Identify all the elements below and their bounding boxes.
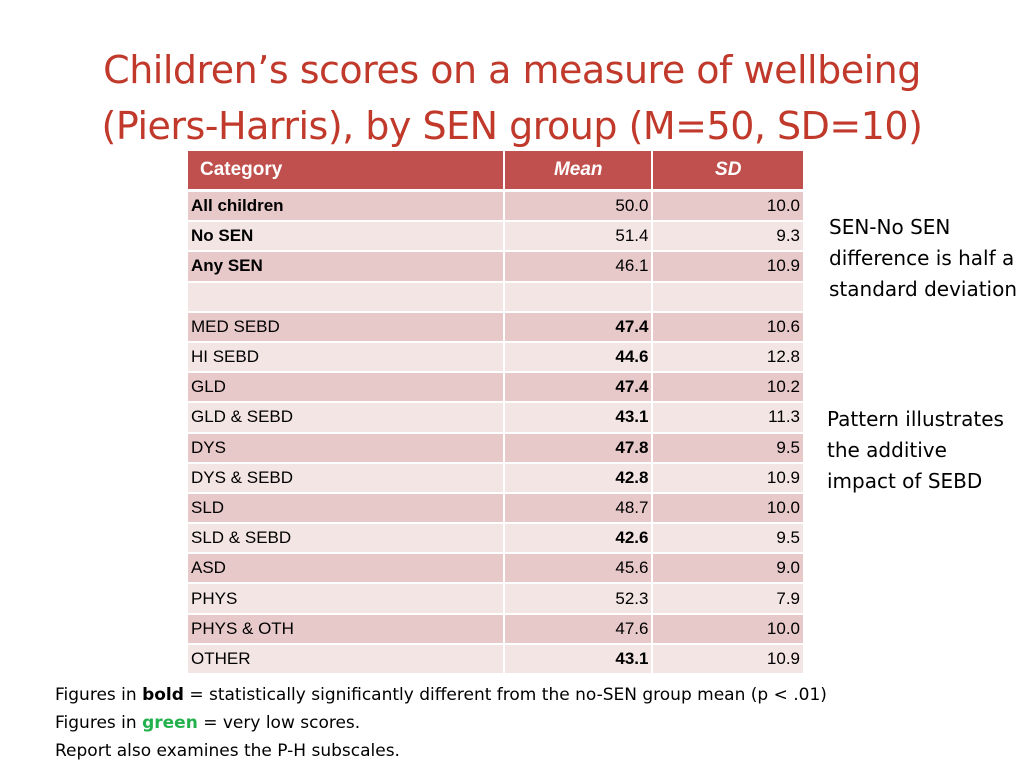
wellbeing-scores-table: Category Mean SD All children 50.0 10.0 … — [188, 151, 803, 676]
row-category: SLD — [188, 492, 506, 525]
footnote-bold: Figures in bold = statistically signific… — [55, 681, 1015, 709]
row-mean-significant: 47.4 — [504, 372, 654, 404]
table-row: OTHER 43.1 10.9 — [188, 643, 803, 676]
row-category: PHYS & OTH — [188, 613, 506, 645]
table-row: Any SEN 46.1 10.9 — [188, 251, 803, 283]
row-sd: 9.0 — [652, 553, 803, 585]
table-row: PHYS 52.3 7.9 — [188, 583, 803, 615]
title-line-1: Children’s scores on a measure of wellbe… — [103, 48, 921, 92]
row-mean-very-low: 42.6 — [504, 523, 654, 555]
row-category: PHYS — [188, 583, 506, 615]
row-sd: 10.0 — [652, 190, 803, 223]
row-sd: 12.8 — [652, 341, 803, 374]
footnote-subscales: Report also examines the P-H subscales. — [55, 741, 400, 761]
row-category: GLD — [188, 372, 506, 404]
additive-pattern-note: Pattern illustrates the additive impact … — [827, 407, 1004, 493]
row-mean-significant: 47.8 — [504, 432, 654, 464]
row-sd: 10.6 — [652, 311, 803, 343]
row-sd: 9.3 — [652, 221, 803, 253]
row-mean-very-low: 43.1 — [504, 643, 654, 676]
row-category: All children — [188, 190, 506, 223]
table-row: PHYS & OTH 47.6 10.0 — [188, 613, 803, 645]
table-row-spacer — [188, 281, 803, 313]
row-mean-very-low: 43.1 — [504, 402, 654, 434]
row-mean: 46.1 — [504, 251, 654, 283]
table-row: GLD & SEBD 43.1 11.3 — [188, 402, 803, 434]
table-row: DYS & SEBD 42.8 10.9 — [188, 462, 803, 494]
footnote-green: Figures in green = very low scores. — [55, 709, 1015, 737]
footnote-bold-word: bold — [142, 685, 184, 705]
row-category: DYS & SEBD — [188, 462, 506, 494]
row-mean: 51.4 — [504, 221, 654, 253]
row-sd: 10.0 — [652, 492, 803, 525]
row-mean: 47.6 — [504, 613, 654, 645]
row-sd: 10.9 — [652, 643, 803, 676]
footnote-green-word: green — [142, 713, 198, 733]
footnotes: Figures in bold = statistically signific… — [55, 681, 1015, 765]
table-row: DYS 47.8 9.5 — [188, 432, 803, 464]
row-sd: 9.5 — [652, 523, 803, 555]
table-row: No SEN 51.4 9.3 — [188, 221, 803, 253]
table-header-row: Category Mean SD — [188, 151, 803, 192]
sen-difference-note: SEN-No SEN difference is half a standard… — [829, 215, 1018, 301]
header-sd: SD — [652, 151, 803, 192]
table-row: SLD & SEBD 42.6 9.5 — [188, 523, 803, 555]
row-sd: 11.3 — [652, 402, 803, 434]
title-line-2: (Piers-Harris), by SEN group (M=50, SD=1… — [101, 104, 923, 148]
row-mean: 48.7 — [504, 492, 654, 525]
table-row: GLD 47.4 10.2 — [188, 372, 803, 404]
row-mean — [504, 281, 654, 313]
header-category: Category — [188, 151, 506, 192]
footnote-green-suffix: = very low scores. — [197, 713, 361, 733]
table-row: SLD 48.7 10.0 — [188, 492, 803, 525]
footnote-green-prefix: Figures in — [55, 713, 143, 733]
row-category: Any SEN — [188, 251, 506, 283]
row-category: SLD & SEBD — [188, 523, 506, 555]
row-category: MED SEBD — [188, 311, 506, 343]
table-row: All children 50.0 10.0 — [188, 190, 803, 223]
row-category: No SEN — [188, 221, 506, 253]
row-mean-significant: 44.6 — [504, 341, 654, 374]
row-category: ASD — [188, 553, 506, 585]
table-row: HI SEBD 44.6 12.8 — [188, 341, 803, 374]
footnote-bold-suffix: = statistically significantly different … — [183, 685, 827, 705]
header-mean: Mean — [504, 151, 654, 192]
row-mean: 45.6 — [504, 553, 654, 585]
row-mean-significant: 47.4 — [504, 311, 654, 343]
row-sd — [652, 281, 803, 313]
row-mean: 50.0 — [504, 190, 654, 223]
row-sd: 10.9 — [652, 462, 803, 494]
row-category — [188, 281, 506, 313]
row-sd: 9.5 — [652, 432, 803, 464]
row-category: DYS — [188, 432, 506, 464]
row-sd: 10.9 — [652, 251, 803, 283]
row-sd: 7.9 — [652, 583, 803, 615]
row-sd: 10.0 — [652, 613, 803, 645]
row-mean: 52.3 — [504, 583, 654, 615]
row-mean-very-low: 42.8 — [504, 462, 654, 494]
row-sd: 10.2 — [652, 372, 803, 404]
row-category: OTHER — [188, 643, 506, 676]
table-row: ASD 45.6 9.0 — [188, 553, 803, 585]
row-category: HI SEBD — [188, 341, 506, 374]
footnote-bold-prefix: Figures in — [55, 685, 143, 705]
table-row: MED SEBD 47.4 10.6 — [188, 311, 803, 343]
row-category: GLD & SEBD — [188, 402, 506, 434]
slide-title: Children’s scores on a measure of wellbe… — [0, 42, 1024, 154]
